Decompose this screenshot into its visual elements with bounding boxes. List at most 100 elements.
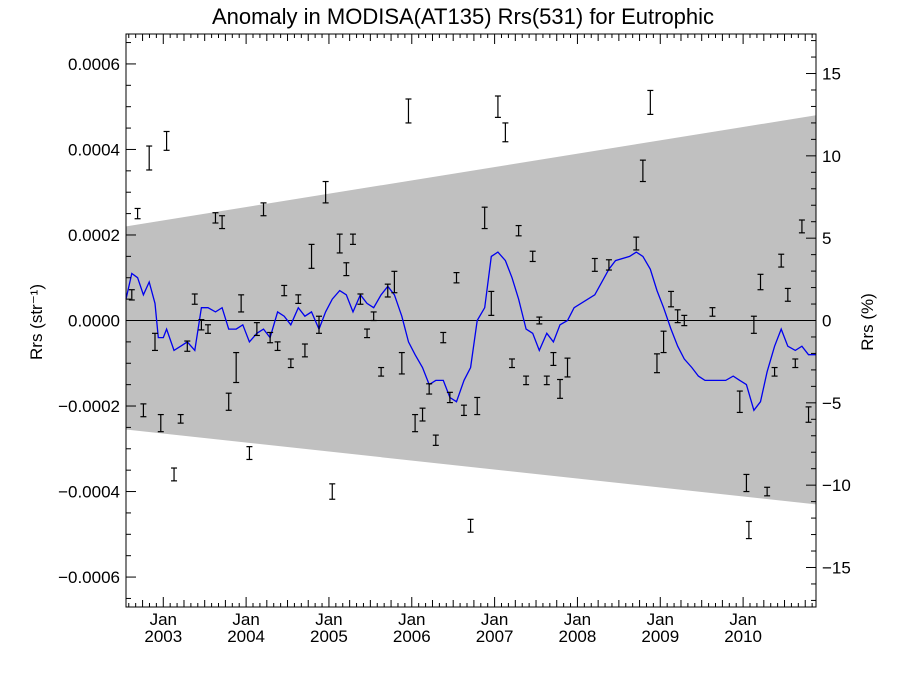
y-right-tick-label-2: 5 xyxy=(822,229,831,248)
x-tick-label-month-5: Jan xyxy=(564,610,591,629)
y-axis-label-left: Rrs (str⁻¹) xyxy=(27,284,46,360)
x-tick-label-year-4: 2007 xyxy=(476,627,514,646)
errorbar-point-24 xyxy=(287,358,294,369)
errorbar-point-67 xyxy=(633,236,640,251)
errorbar-point-6 xyxy=(163,130,170,151)
errorbar-point-0 xyxy=(128,289,135,301)
x-tick-label-month-3: Jan xyxy=(398,610,425,629)
errorbar-point-48 xyxy=(453,272,460,284)
errorbar-point-1 xyxy=(134,207,141,220)
errorbar-point-15 xyxy=(225,392,232,411)
errorbar-point-8 xyxy=(177,413,184,424)
errorbar-point-43 xyxy=(419,407,426,422)
errorbar-point-9 xyxy=(184,340,191,352)
errorbar-point-4 xyxy=(151,332,158,352)
y-right-tick-label-5: −10 xyxy=(822,476,851,495)
errorbar-point-62 xyxy=(550,351,557,366)
errorbar-point-74 xyxy=(681,314,688,327)
x-tick-label-year-2: 2005 xyxy=(310,627,348,646)
y-right-tick-label-0: 15 xyxy=(822,65,841,84)
errorbar-point-55 xyxy=(502,122,509,143)
errorbar-point-79 xyxy=(750,315,757,334)
errorbar-point-34 xyxy=(357,293,364,305)
errorbar-point-54 xyxy=(494,95,501,118)
confidence-band xyxy=(126,115,816,505)
errorbar-point-13 xyxy=(212,212,219,224)
errorbar-point-72 xyxy=(668,290,675,308)
errorbar-point-39 xyxy=(391,270,398,294)
errorbar-point-27 xyxy=(308,243,315,269)
errorbar-point-29 xyxy=(322,180,329,204)
errorbar-point-40 xyxy=(398,351,405,375)
y-axis-left: 0.0006 0.0004 0.0002 0.0000 −0.0002 −0.0004 −0… xyxy=(58,42,136,599)
y-left-tick-label-4: −0.0002 xyxy=(58,397,120,416)
errorbar-point-53 xyxy=(488,290,495,316)
x-tick-label-year-3: 2006 xyxy=(393,627,431,646)
errorbar-point-64 xyxy=(564,357,571,378)
errorbar-point-10 xyxy=(191,293,198,305)
errorbar-point-76 xyxy=(736,390,743,414)
x-tick-label-year-1: 2004 xyxy=(227,627,265,646)
errorbar-point-57 xyxy=(515,224,522,237)
errorbar-point-68 xyxy=(639,159,646,183)
errorbar-point-58 xyxy=(523,375,530,386)
errorbar-point-7 xyxy=(171,467,178,482)
x-tick-label-month-1: Jan xyxy=(232,610,259,629)
y-left-tick-label-0: 0.0006 xyxy=(68,55,120,74)
errorbar-point-59 xyxy=(529,250,536,263)
x-tick-label-month-7: Jan xyxy=(729,610,756,629)
y-right-tick-label-1: 10 xyxy=(822,147,841,166)
y-left-tick-label-1: 0.0004 xyxy=(68,140,120,159)
errorbar-point-66 xyxy=(605,259,612,271)
errorbar-point-20 xyxy=(260,202,267,217)
errorbar-point-82 xyxy=(771,366,778,377)
errorbar-point-5 xyxy=(157,413,164,433)
errorbar-point-87 xyxy=(805,406,812,423)
errorbar-point-23 xyxy=(281,284,288,297)
errorbar-point-19 xyxy=(253,322,260,337)
x-axis: Jan2003Jan2004Jan2005Jan2006Jan2007Jan20… xyxy=(128,34,813,646)
errorbar-point-85 xyxy=(792,358,799,369)
errorbar-point-49 xyxy=(460,404,467,417)
x-tick-label-year-7: 2010 xyxy=(724,627,762,646)
errorbar-point-60 xyxy=(536,316,543,325)
x-tick-label-month-4: Jan xyxy=(481,610,508,629)
x-tick-label-month-6: Jan xyxy=(647,610,674,629)
errorbar-point-46 xyxy=(440,331,447,344)
errorbar-point-12 xyxy=(205,324,212,334)
errorbar-point-81 xyxy=(764,486,771,497)
errorbar-point-45 xyxy=(432,434,439,446)
errorbar-point-18 xyxy=(246,446,253,461)
errorbar-point-84 xyxy=(784,287,791,302)
errorbar-point-32 xyxy=(343,262,350,277)
errorbar-point-65 xyxy=(591,257,598,272)
x-tick-label-month-0: Jan xyxy=(150,610,177,629)
errorbar-point-33 xyxy=(349,233,356,245)
y-right-tick-label-6: −15 xyxy=(822,558,851,577)
y-left-tick-label-6: −0.0006 xyxy=(58,568,120,587)
errorbar-point-77 xyxy=(743,473,750,493)
errorbar-point-26 xyxy=(301,343,308,358)
errorbar-point-69 xyxy=(647,89,654,115)
errorbar-series xyxy=(128,89,812,540)
errorbar-point-11 xyxy=(198,319,205,331)
errorbar-point-2 xyxy=(140,403,147,418)
errorbar-point-28 xyxy=(316,315,323,334)
x-tick-label-month-2: Jan xyxy=(315,610,342,629)
errorbar-point-44 xyxy=(426,383,433,395)
x-tick-label-year-5: 2008 xyxy=(559,627,597,646)
errorbar-point-3 xyxy=(146,145,153,171)
errorbar-point-61 xyxy=(543,375,550,386)
errorbar-point-42 xyxy=(412,413,419,433)
y-axis-right: 15 10 5 0 −5 −10 −15 xyxy=(806,40,851,601)
y-right-tick-label-4: −5 xyxy=(822,394,841,413)
errorbar-point-78 xyxy=(745,520,752,540)
errorbar-point-56 xyxy=(509,358,516,369)
chart-title: Anomaly in MODISA(AT135) Rrs(531) for Eu… xyxy=(212,4,714,29)
errorbar-point-17 xyxy=(238,294,245,313)
y-axis-label-right: Rrs (%) xyxy=(858,293,877,351)
y-left-tick-label-5: −0.0004 xyxy=(58,483,120,502)
errorbar-point-71 xyxy=(660,330,667,354)
x-tick-label-year-0: 2003 xyxy=(144,627,182,646)
errorbar-point-22 xyxy=(274,341,281,352)
